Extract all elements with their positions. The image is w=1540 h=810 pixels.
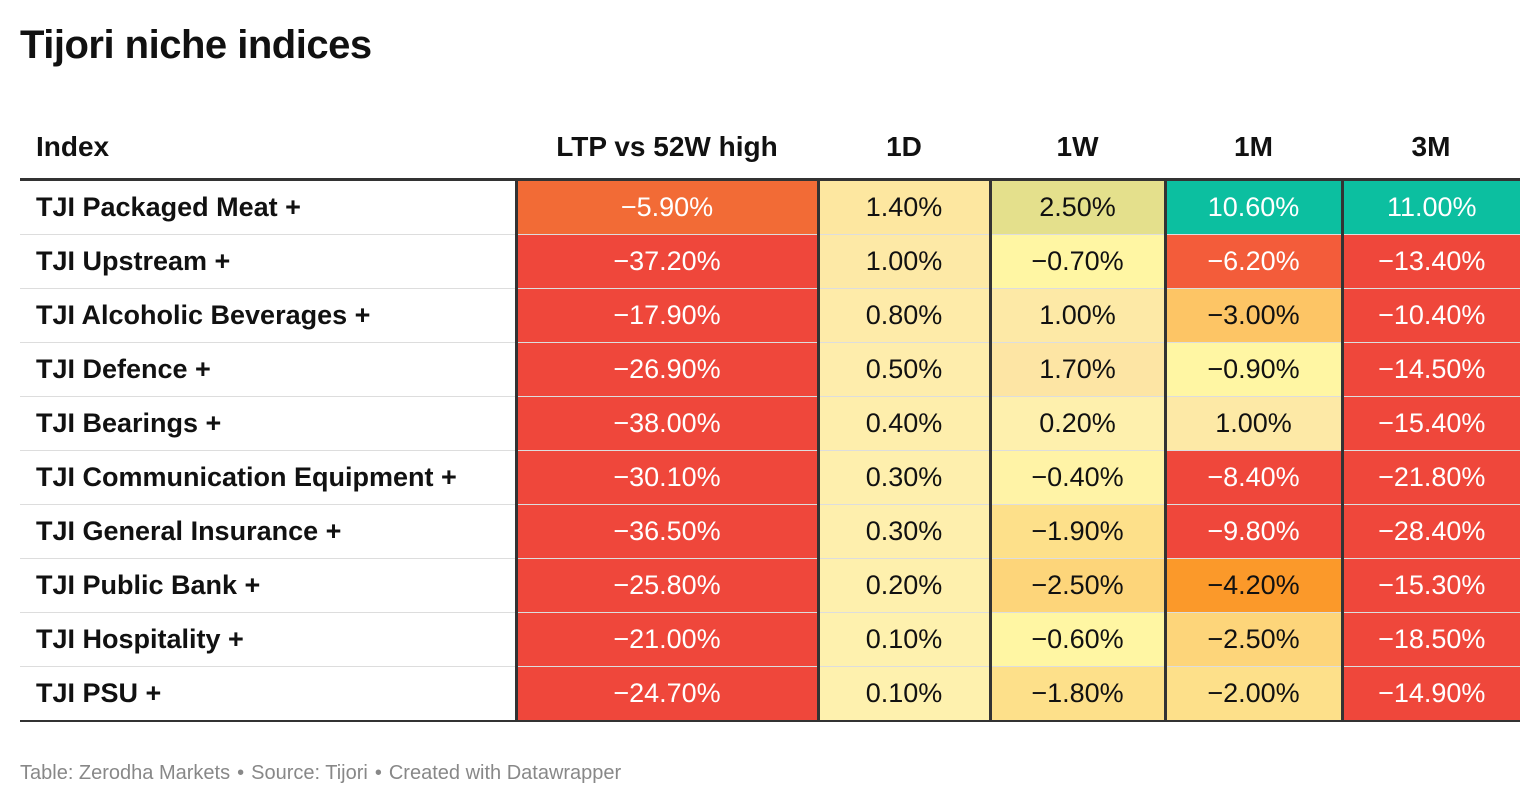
value-cell-1d: 0.80% — [816, 288, 990, 343]
value-cell-1d: 1.40% — [816, 179, 990, 235]
value-cell-1w: −0.60% — [988, 612, 1165, 667]
value-cell-1m: −3.00% — [1163, 288, 1342, 343]
value-cell-1w: −1.80% — [988, 666, 1165, 722]
value-cell-1m: −8.40% — [1163, 450, 1342, 505]
index-name-cell: TJI Bearings + — [20, 396, 516, 451]
indices-table: Index LTP vs 52W high 1D 1W 1M 3M TJI Pa… — [20, 116, 1520, 722]
index-name-cell: TJI PSU + — [20, 666, 516, 722]
table-row: TJI Alcoholic Beverages + −17.90% 0.80% 1.0… — [20, 288, 1520, 343]
value-cell-3m: 11.00% — [1340, 179, 1520, 235]
header-row: Index LTP vs 52W high 1D 1W 1M 3M — [20, 116, 1520, 181]
value-cell-ltp-vs-52w-high: −24.70% — [514, 666, 818, 722]
value-cell-1w: 1.00% — [988, 288, 1165, 343]
value-cell-ltp-vs-52w-high: −37.20% — [514, 234, 818, 289]
source-credit: Source: Tijori — [251, 762, 368, 784]
created-with-credit: Created with Datawrapper — [388, 762, 622, 784]
value-cell-1m: −4.20% — [1163, 558, 1342, 613]
value-cell-1w: −2.50% — [988, 558, 1165, 613]
value-cell-ltp-vs-52w-high: −5.90% — [514, 179, 818, 235]
table-row: TJI Defence + −26.90% 0.50% 1.70% −0.90% −14.… — [20, 342, 1520, 397]
value-cell-1d: 0.30% — [816, 450, 990, 505]
table-row: TJI Hospitality + −21.00% 0.10% −0.60% −2.50… — [20, 612, 1520, 667]
index-name-cell: TJI Defence + — [20, 342, 516, 397]
index-name-cell: TJI Alcoholic Beverages + — [20, 288, 516, 343]
column-header-3m[interactable]: 3M — [1342, 116, 1520, 181]
value-cell-ltp-vs-52w-high: −30.10% — [514, 450, 818, 505]
value-cell-1w: −0.70% — [988, 234, 1165, 289]
value-cell-1w: 1.70% — [988, 342, 1165, 397]
footer-credits: Table: Zerodha Markets • Source: Tijori • Cr… — [20, 762, 621, 785]
table-row: TJI Bearings + −38.00% 0.40% 0.20% 1.00% −15.… — [20, 396, 1520, 451]
value-cell-ltp-vs-52w-high: −26.90% — [514, 342, 818, 397]
index-name-cell: TJI Packaged Meat + — [20, 179, 516, 235]
value-cell-1w: −0.40% — [988, 450, 1165, 505]
column-header-1d[interactable]: 1D — [818, 116, 990, 181]
value-cell-1m: 1.00% — [1163, 396, 1342, 451]
value-cell-1m: −2.00% — [1163, 666, 1342, 722]
separator-dot: • — [374, 762, 382, 784]
column-header-index[interactable]: Index — [20, 116, 516, 181]
value-cell-3m: −15.30% — [1340, 558, 1520, 613]
value-cell-3m: −14.50% — [1340, 342, 1520, 397]
index-name-cell: TJI Public Bank + — [20, 558, 516, 613]
index-name-cell: TJI General Insurance + — [20, 504, 516, 559]
chart-title: Tijori niche indices — [20, 23, 372, 67]
value-cell-3m: −10.40% — [1340, 288, 1520, 343]
value-cell-1m: −6.20% — [1163, 234, 1342, 289]
value-cell-1d: 0.40% — [816, 396, 990, 451]
value-cell-ltp-vs-52w-high: −36.50% — [514, 504, 818, 559]
value-cell-ltp-vs-52w-high: −38.00% — [514, 396, 818, 451]
value-cell-1w: 2.50% — [988, 179, 1165, 235]
column-header-1w[interactable]: 1W — [990, 116, 1165, 181]
value-cell-ltp-vs-52w-high: −17.90% — [514, 288, 818, 343]
index-name-cell: TJI Hospitality + — [20, 612, 516, 667]
table-body: TJI Packaged Meat + −5.90% 1.40% 2.50% 10.60… — [20, 179, 1520, 722]
value-cell-3m: −21.80% — [1340, 450, 1520, 505]
value-cell-3m: −28.40% — [1340, 504, 1520, 559]
value-cell-ltp-vs-52w-high: −21.00% — [514, 612, 818, 667]
table-row: TJI Upstream + −37.20% 1.00% −0.70% −6.20% −1… — [20, 234, 1520, 289]
separator-dot: • — [237, 762, 245, 784]
value-cell-1w: −1.90% — [988, 504, 1165, 559]
value-cell-1m: −2.50% — [1163, 612, 1342, 667]
table-row: TJI PSU + −24.70% 0.10% −1.80% −2.00% −14.90% — [20, 666, 1520, 722]
value-cell-3m: −14.90% — [1340, 666, 1520, 722]
table-row: TJI General Insurance + −36.50% 0.30% −1.90… — [20, 504, 1520, 559]
value-cell-1d: 0.20% — [816, 558, 990, 613]
value-cell-1d: 0.10% — [816, 666, 990, 722]
value-cell-1w: 0.20% — [988, 396, 1165, 451]
value-cell-1m: −9.80% — [1163, 504, 1342, 559]
index-name-cell: TJI Communication Equipment + — [20, 450, 516, 505]
index-name-cell: TJI Upstream + — [20, 234, 516, 289]
value-cell-1m: −0.90% — [1163, 342, 1342, 397]
value-cell-1d: 0.10% — [816, 612, 990, 667]
value-cell-3m: −13.40% — [1340, 234, 1520, 289]
value-cell-1m: 10.60% — [1163, 179, 1342, 235]
value-cell-3m: −15.40% — [1340, 396, 1520, 451]
value-cell-1d: 0.50% — [816, 342, 990, 397]
table-row: TJI Packaged Meat + −5.90% 1.40% 2.50% 10.60… — [20, 179, 1520, 235]
value-cell-3m: −18.50% — [1340, 612, 1520, 667]
table-row: TJI Communication Equipment + −30.10% 0.30… — [20, 450, 1520, 505]
value-cell-ltp-vs-52w-high: −25.80% — [514, 558, 818, 613]
table-credit: Table: Zerodha Markets — [20, 762, 231, 784]
column-header-1m[interactable]: 1M — [1165, 116, 1342, 181]
value-cell-1d: 0.30% — [816, 504, 990, 559]
value-cell-1d: 1.00% — [816, 234, 990, 289]
column-header-ltp-vs-52w-high[interactable]: LTP vs 52W high — [516, 116, 818, 181]
table-row: TJI Public Bank + −25.80% 0.20% −2.50% −4.20… — [20, 558, 1520, 613]
